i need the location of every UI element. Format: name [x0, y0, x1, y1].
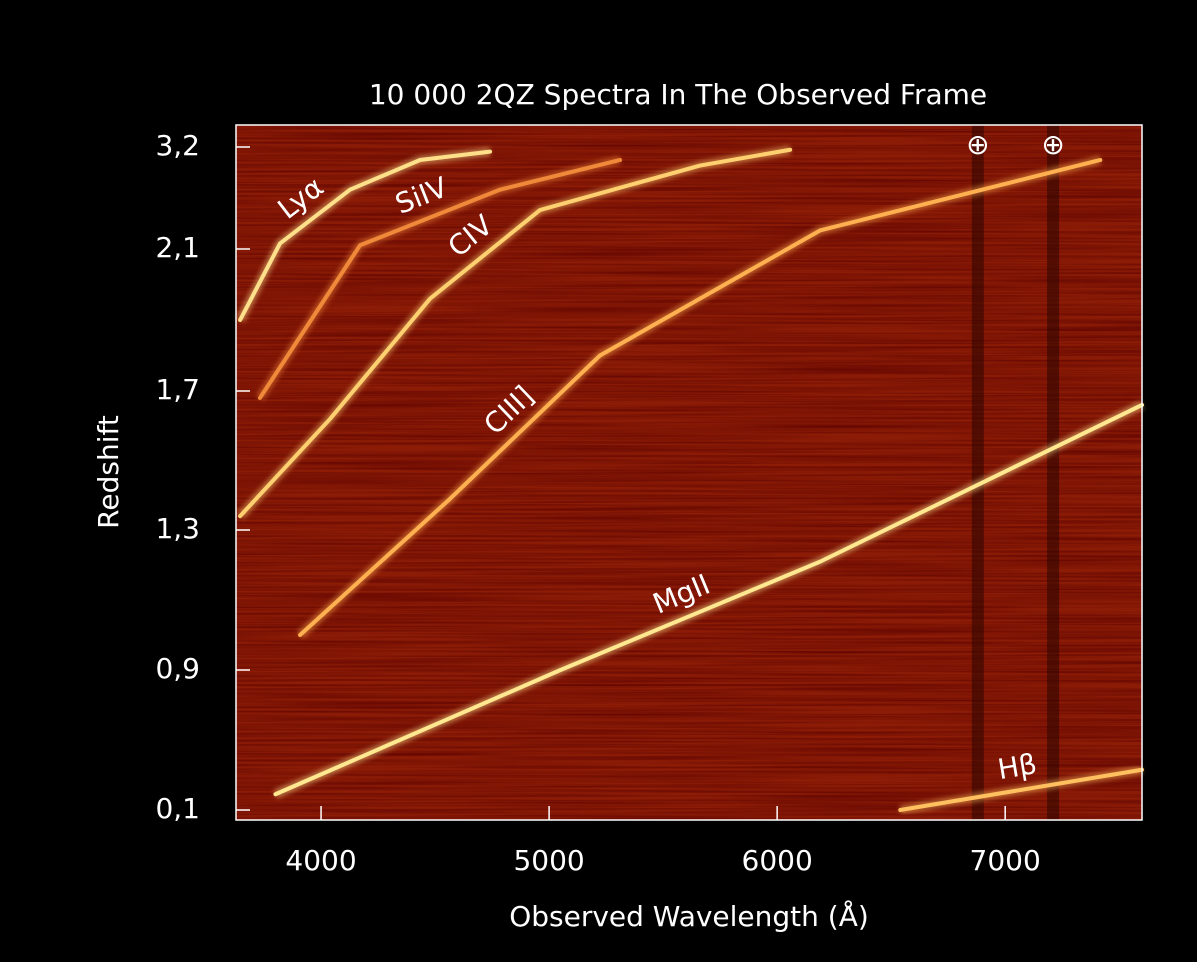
y-tick-label: 3,2 — [155, 129, 200, 162]
telluric-marker: ⊕ — [1041, 128, 1064, 161]
x-axis-title: Observed Wavelength (Å) — [509, 899, 869, 933]
emission-line — [238, 147, 793, 519]
emission-line — [273, 402, 1144, 797]
x-tick-label: 4000 — [285, 844, 356, 877]
telluric-marker: ⊕ — [966, 128, 989, 161]
y-tick-label: 1,7 — [155, 373, 200, 406]
chart-title: 10 000 2QZ Spectra In The Observed Frame — [369, 78, 987, 111]
x-tick-label: 5000 — [513, 844, 584, 877]
plot-frame — [235, 124, 1143, 821]
x-tick-label: 7000 — [970, 844, 1041, 877]
y-tick-label: 2,1 — [155, 231, 200, 264]
telluric-band — [971, 125, 984, 820]
y-tick-label: 1,3 — [155, 512, 200, 545]
line-label: Hβ — [995, 747, 1039, 786]
y-tick-label: 0,9 — [155, 652, 200, 685]
telluric-band — [1047, 125, 1060, 820]
emission-line — [238, 149, 493, 322]
emission-line — [898, 767, 1144, 812]
emission-line — [257, 157, 623, 400]
x-tick-label: 6000 — [742, 844, 813, 877]
y-tick-label: 0,1 — [155, 792, 200, 825]
emission-line — [298, 157, 1103, 637]
y-axis-title: Redshift — [92, 415, 125, 529]
plot-noise — [236, 125, 1142, 820]
